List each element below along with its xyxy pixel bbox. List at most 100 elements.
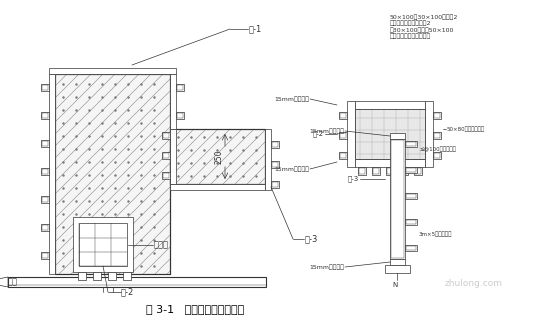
Bar — [162, 132, 170, 139]
Bar — [433, 152, 441, 159]
Bar — [170, 129, 176, 184]
Bar — [265, 129, 271, 190]
Bar — [355, 101, 425, 109]
Text: zhulong.com: zhulong.com — [445, 280, 503, 288]
Bar — [405, 245, 417, 251]
Bar — [41, 140, 49, 147]
Bar — [170, 184, 265, 190]
Text: 剖管: 剖管 — [8, 277, 18, 286]
Bar — [162, 152, 170, 159]
Text: 模-1: 模-1 — [249, 25, 262, 33]
Bar — [434, 133, 440, 138]
Text: 3m×5次龙骨间距: 3m×5次龙骨间距 — [419, 231, 452, 237]
Bar — [390, 133, 405, 139]
Bar — [405, 167, 417, 173]
Bar — [405, 141, 417, 147]
Bar — [355, 109, 425, 159]
Text: 50×100、30×100木方各2
根，叠放，钉牢。其中2
根30×100木方和50×100
木方刨成（厚室面刨光）: 50×100、30×100木方各2 根，叠放，钉牢。其中2 根30×100木方和… — [390, 14, 459, 39]
Text: 50×80次龙骨，见详: 50×80次龙骨，见详 — [447, 126, 485, 132]
Polygon shape — [0, 277, 8, 287]
Bar — [41, 252, 49, 259]
Bar — [79, 223, 127, 266]
Bar — [386, 167, 394, 175]
Bar — [358, 167, 366, 175]
Bar — [355, 159, 425, 167]
Bar — [170, 129, 265, 184]
Bar — [41, 84, 49, 91]
Bar — [41, 168, 49, 175]
Bar — [400, 167, 408, 175]
Bar — [339, 112, 347, 119]
Bar — [162, 172, 170, 179]
Bar — [123, 272, 131, 280]
Bar — [433, 112, 441, 119]
Bar — [170, 74, 176, 129]
Bar — [340, 113, 346, 118]
Bar — [272, 182, 278, 187]
Bar — [347, 101, 355, 167]
Text: 模-3: 模-3 — [305, 235, 319, 244]
Bar — [177, 85, 183, 90]
Bar — [271, 181, 279, 188]
Text: N: N — [392, 282, 397, 288]
Bar — [405, 193, 417, 199]
Bar — [406, 168, 416, 172]
Bar — [434, 153, 440, 158]
Bar — [406, 142, 416, 146]
Bar — [42, 197, 48, 202]
Bar — [73, 217, 133, 272]
Bar — [425, 101, 433, 167]
Bar — [271, 161, 279, 168]
Bar — [42, 141, 48, 146]
Bar — [41, 224, 49, 231]
Bar — [42, 225, 48, 230]
Bar — [406, 194, 416, 198]
Bar — [414, 167, 422, 175]
Bar — [339, 152, 347, 159]
Bar — [433, 132, 441, 139]
Bar — [55, 74, 170, 274]
Bar — [93, 272, 101, 280]
Text: 沪-2: 沪-2 — [313, 131, 324, 137]
Bar — [406, 246, 416, 250]
Bar — [163, 173, 169, 178]
Text: 图 3-1   外框架梁模板配置图: 图 3-1 外框架梁模板配置图 — [146, 304, 244, 314]
Bar — [373, 168, 379, 174]
Text: ≤@100方立骨间距: ≤@100方立骨间距 — [419, 146, 456, 152]
Bar — [42, 113, 48, 118]
Bar — [78, 272, 86, 280]
Bar — [390, 139, 405, 259]
Bar — [42, 85, 48, 90]
Bar — [170, 129, 265, 184]
Bar — [391, 140, 404, 258]
Bar — [272, 142, 278, 147]
Bar — [340, 133, 346, 138]
Bar — [390, 259, 405, 265]
Bar — [355, 109, 425, 159]
Bar — [385, 265, 410, 273]
Bar — [271, 141, 279, 148]
Text: 15mm厚多层板: 15mm厚多层板 — [309, 128, 344, 134]
Bar — [176, 84, 184, 91]
Bar — [272, 162, 278, 167]
Bar — [41, 196, 49, 203]
Bar — [339, 132, 347, 139]
Bar — [340, 153, 346, 158]
Text: 15mm厚多层板: 15mm厚多层板 — [309, 264, 344, 270]
Bar — [406, 220, 416, 224]
Bar — [405, 219, 417, 225]
Text: 沪-3: 沪-3 — [348, 176, 359, 182]
Bar — [108, 272, 116, 280]
Bar — [372, 167, 380, 175]
Text: 250: 250 — [214, 150, 223, 164]
Bar — [42, 253, 48, 258]
Text: 碗扣架: 碗扣架 — [154, 240, 169, 249]
Bar — [415, 168, 421, 174]
Bar — [49, 74, 55, 274]
Text: 15mm厚多层板: 15mm厚多层板 — [274, 96, 309, 102]
Bar — [401, 168, 407, 174]
Bar — [176, 112, 184, 119]
Bar — [163, 133, 169, 138]
Bar — [359, 168, 365, 174]
Bar — [434, 113, 440, 118]
